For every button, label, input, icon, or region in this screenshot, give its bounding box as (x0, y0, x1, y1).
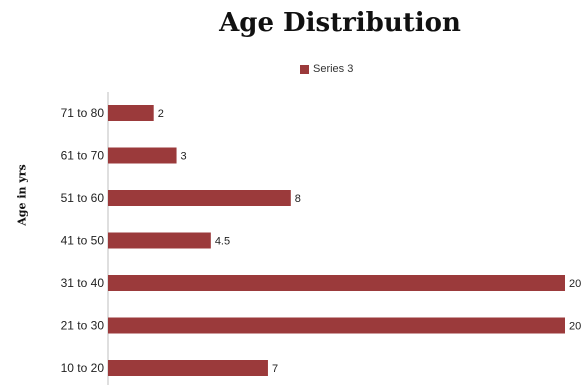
bar (108, 105, 154, 121)
y-tick-label: 71 to 80 (61, 106, 105, 120)
legend: Series 3 (300, 63, 353, 75)
legend-swatch (300, 64, 309, 74)
data-label: 20 (569, 278, 581, 290)
y-tick-label: 10 to 20 (61, 361, 105, 375)
data-label: 7 (272, 363, 278, 375)
bar (108, 232, 211, 249)
data-label: 2 (158, 108, 164, 120)
chart-title: Age Distribution (219, 8, 461, 38)
bar (108, 275, 565, 291)
bar (108, 317, 565, 334)
y-tick-label: 61 to 70 (61, 149, 105, 163)
y-tick-label: 31 to 40 (61, 276, 105, 290)
data-label: 20 (569, 321, 581, 333)
data-label: 4.5 (215, 236, 230, 248)
y-tick-label: 41 to 50 (61, 234, 105, 248)
bar (108, 147, 177, 164)
bar (108, 190, 291, 206)
bar (108, 360, 268, 376)
data-label: 8 (295, 193, 301, 205)
y-tick-label: 51 to 60 (61, 191, 105, 205)
data-label: 3 (181, 151, 187, 163)
y-tick-label: 21 to 30 (61, 319, 105, 333)
legend-label: Series 3 (313, 63, 354, 75)
